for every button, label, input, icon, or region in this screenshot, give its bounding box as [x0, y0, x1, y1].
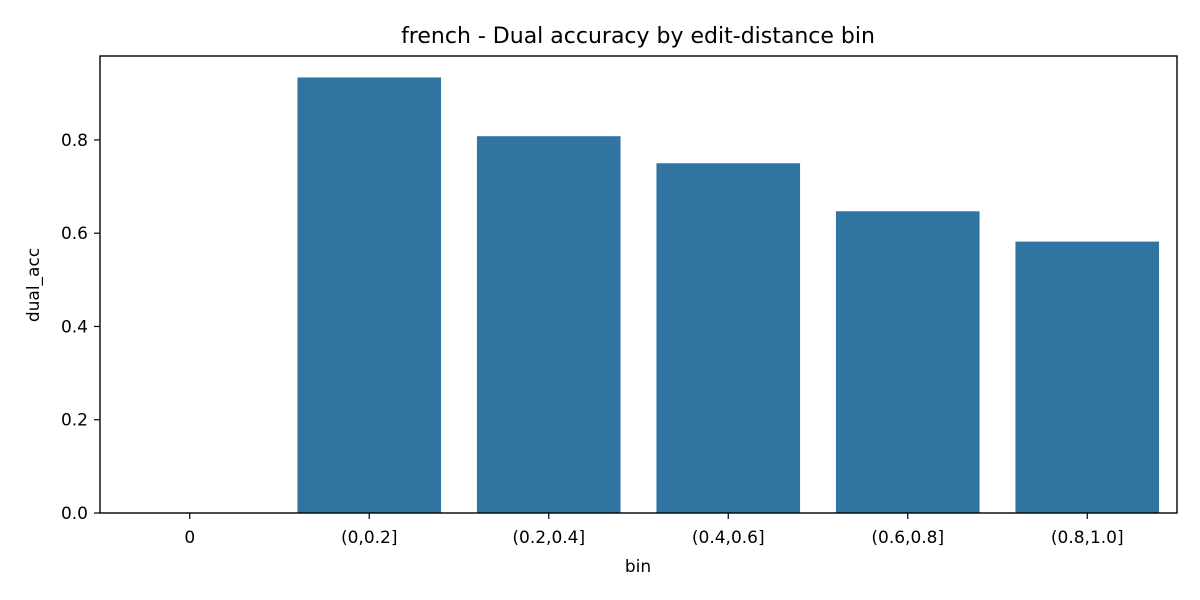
x-axis-label: bin — [625, 557, 651, 577]
plot-frame — [99, 55, 1178, 514]
chart-title: french - Dual accuracy by edit-distance … — [401, 24, 875, 49]
y-tick-label: 0.0 — [61, 504, 88, 524]
x-tick-label: (0.8,1.0] — [1051, 528, 1124, 548]
x-tick-label: (0.6,0.8] — [871, 528, 944, 548]
bar-5 — [1015, 241, 1160, 513]
x-tick-label: (0.4,0.6] — [692, 528, 765, 548]
x-axis-ticks: 0 (0,0.2] (0.2,0.4] (0.4,0.6] (0.6,0.8] (0.8,… — [184, 513, 1124, 548]
bar-1 — [297, 77, 442, 513]
bar-3 — [656, 163, 801, 513]
bars-group — [297, 77, 1160, 513]
x-tick-label: 0 — [184, 528, 195, 548]
y-tick-label: 0.4 — [61, 317, 88, 337]
x-tick-label: (0,0.2] — [341, 528, 398, 548]
y-tick-label: 0.8 — [61, 131, 88, 151]
y-tick-label: 0.2 — [61, 411, 88, 431]
bar-2 — [476, 136, 621, 513]
y-axis-label: dual_acc — [24, 248, 44, 322]
x-tick-label: (0.2,0.4] — [512, 528, 585, 548]
bar-4 — [835, 211, 980, 513]
y-tick-label: 0.6 — [61, 224, 88, 244]
y-axis-ticks: 0.0 0.2 0.4 0.6 0.8 — [61, 131, 100, 524]
